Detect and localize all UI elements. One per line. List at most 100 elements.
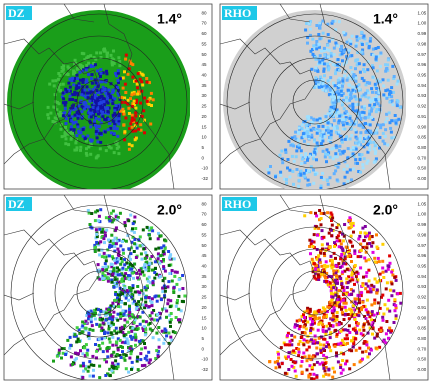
echo-pixel	[134, 338, 138, 342]
echo-pixel	[74, 351, 77, 355]
echo-pixel	[163, 269, 167, 273]
echo-pixel	[303, 161, 307, 165]
echo-pixel	[312, 233, 316, 237]
echo-pixel	[77, 104, 81, 108]
echo-pixel	[148, 327, 152, 331]
echo-pixel	[126, 339, 130, 343]
echo-pixel	[97, 112, 100, 116]
echo-pixel	[278, 153, 282, 157]
echo-pixel	[139, 352, 143, 356]
echo-pixel	[110, 265, 114, 269]
echo-pixel	[321, 323, 325, 327]
echo-pixel	[288, 343, 292, 347]
echo-pixel	[96, 140, 100, 144]
echo-pixel	[133, 318, 137, 322]
echo-pixel	[394, 317, 398, 321]
echo-pixel	[162, 341, 166, 345]
echo-pixel	[361, 166, 365, 170]
echo-pixel	[385, 112, 389, 116]
echo-pixel	[127, 106, 131, 110]
colorbar-label: 0.70	[418, 155, 427, 160]
echo-pixel	[387, 328, 390, 332]
echo-pixel	[178, 288, 182, 292]
echo-pixel	[310, 133, 314, 137]
echo-pixel	[371, 241, 375, 245]
echo-pixel	[313, 138, 316, 142]
echo-pixel	[349, 288, 353, 291]
echo-pixel	[372, 147, 376, 151]
echo-pixel	[93, 78, 97, 82]
echo-pixel	[61, 68, 65, 72]
echo-pixel	[274, 366, 278, 370]
echo-pixel	[138, 77, 142, 81]
echo-pixel	[100, 113, 104, 117]
echo-pixel	[335, 226, 339, 230]
echo-pixel	[319, 350, 323, 354]
range-ring	[226, 13, 404, 189]
echo-pixel	[155, 299, 159, 303]
echo-pixel	[136, 368, 140, 372]
echo-pixel	[315, 77, 319, 81]
echo-pixel	[169, 299, 173, 303]
echo-pixel	[388, 100, 392, 104]
echo-pixel	[356, 322, 360, 326]
echo-pixel	[90, 73, 94, 77]
echo-pixel	[388, 92, 391, 96]
echo-pixel	[124, 367, 128, 371]
echo-pixel	[83, 58, 87, 62]
echo-pixel	[70, 135, 74, 139]
echo-pixel	[77, 112, 81, 116]
echo-pixel	[176, 299, 179, 302]
colorbar-label: 0.91	[418, 305, 427, 310]
colorbar-label: 10	[202, 326, 208, 331]
echo-pixel	[100, 248, 104, 252]
echo-pixel	[285, 357, 288, 360]
echo-pixel	[369, 100, 373, 104]
echo-pixel	[75, 84, 79, 88]
echo-pixel	[133, 327, 137, 331]
echo-pixel	[308, 154, 312, 158]
echo-pixel	[317, 269, 321, 273]
echo-pixel	[109, 354, 113, 358]
echo-pixel	[75, 67, 79, 71]
echo-pixel	[113, 276, 117, 280]
echo-pixel	[112, 285, 116, 289]
echo-pixel	[354, 59, 358, 63]
echo-pixel	[119, 244, 123, 248]
echo-pixel	[345, 267, 349, 271]
echo-pixel	[297, 342, 301, 346]
range-ring	[292, 270, 338, 316]
echo-pixel	[134, 114, 138, 118]
echo-pixel	[290, 136, 294, 140]
echo-pixel	[111, 367, 115, 371]
colorbar-label: -10	[202, 357, 209, 362]
echo-pixel	[60, 135, 64, 139]
echo-pixel	[345, 78, 349, 82]
echo-pixel	[115, 143, 119, 147]
echo-pixel	[326, 55, 330, 59]
echo-pixel	[308, 122, 311, 126]
echo-pixel	[109, 211, 113, 215]
echo-pixel	[315, 375, 319, 379]
echo-pixel	[358, 346, 362, 350]
echo-pixel	[322, 62, 326, 66]
echo-pixel	[329, 90, 333, 94]
echo-pixel	[331, 91, 335, 95]
echo-pixel	[387, 111, 391, 115]
echo-pixel	[351, 105, 355, 109]
echo-pixel	[108, 122, 112, 125]
echo-pixel	[58, 74, 62, 78]
echo-pixel	[101, 273, 105, 277]
echo-pixel	[356, 272, 360, 276]
echo-pixel	[367, 231, 371, 235]
echo-pixel	[351, 304, 355, 308]
echo-pixel	[154, 247, 158, 251]
echo-pixel	[78, 84, 81, 88]
echo-pixel	[375, 245, 379, 249]
echo-pixel	[337, 342, 341, 346]
echo-pixel	[81, 134, 85, 138]
echo-pixel	[317, 275, 321, 279]
echo-pixel	[350, 178, 353, 182]
echo-pixel	[127, 349, 131, 353]
